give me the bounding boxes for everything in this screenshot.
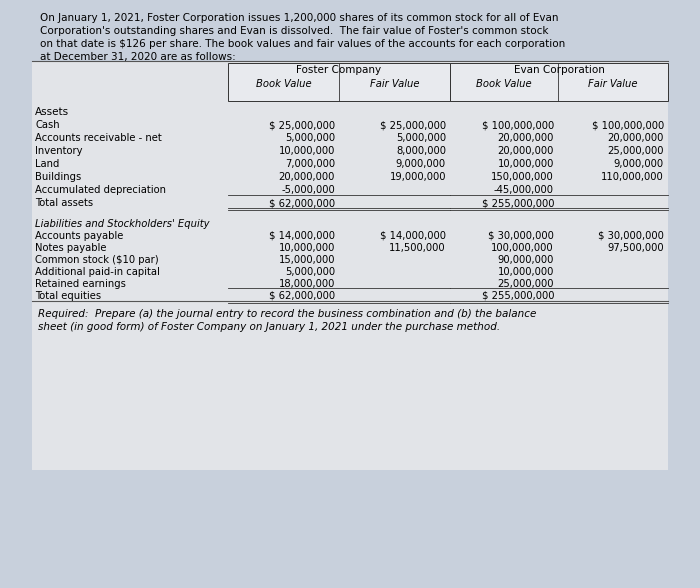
Text: 15,000,000: 15,000,000 <box>279 255 335 265</box>
Text: Evan Corporation: Evan Corporation <box>514 65 604 75</box>
Text: 97,500,000: 97,500,000 <box>608 243 664 253</box>
Text: On January 1, 2021, Foster Corporation issues 1,200,000 shares of its common sto: On January 1, 2021, Foster Corporation i… <box>40 13 559 23</box>
Text: Accumulated depreciation: Accumulated depreciation <box>35 185 166 195</box>
Text: 7,000,000: 7,000,000 <box>285 159 335 169</box>
Text: Fair Value: Fair Value <box>588 79 638 89</box>
Text: $ 100,000,000: $ 100,000,000 <box>592 120 664 130</box>
Text: 25,000,000: 25,000,000 <box>608 146 664 156</box>
Text: $ 255,000,000: $ 255,000,000 <box>482 291 554 301</box>
Text: $ 30,000,000: $ 30,000,000 <box>598 231 664 241</box>
Text: 25,000,000: 25,000,000 <box>498 279 554 289</box>
Text: $ 62,000,000: $ 62,000,000 <box>269 198 335 208</box>
Text: Total equities: Total equities <box>35 291 101 301</box>
Text: Common stock ($10 par): Common stock ($10 par) <box>35 255 159 265</box>
Text: $ 14,000,000: $ 14,000,000 <box>269 231 335 241</box>
Text: 150,000,000: 150,000,000 <box>491 172 554 182</box>
Text: Fair Value: Fair Value <box>370 79 419 89</box>
Text: 8,000,000: 8,000,000 <box>396 146 446 156</box>
Text: Total assets: Total assets <box>35 198 93 208</box>
Text: 5,000,000: 5,000,000 <box>285 267 335 277</box>
Text: 100,000,000: 100,000,000 <box>491 243 554 253</box>
Text: Assets: Assets <box>35 107 69 117</box>
Text: Inventory: Inventory <box>35 146 83 156</box>
Text: 9,000,000: 9,000,000 <box>396 159 446 169</box>
Text: sheet (in good form) of Foster Company on January 1, 2021 under the purchase met: sheet (in good form) of Foster Company o… <box>38 322 500 332</box>
Bar <box>450 63 668 101</box>
Text: 20,000,000: 20,000,000 <box>498 146 554 156</box>
Text: $ 100,000,000: $ 100,000,000 <box>482 120 554 130</box>
Text: $ 25,000,000: $ 25,000,000 <box>380 120 446 130</box>
Text: 10,000,000: 10,000,000 <box>279 243 335 253</box>
Text: 19,000,000: 19,000,000 <box>389 172 446 182</box>
Text: Accounts receivable - net: Accounts receivable - net <box>35 133 162 143</box>
Text: 5,000,000: 5,000,000 <box>285 133 335 143</box>
Text: 20,000,000: 20,000,000 <box>608 133 664 143</box>
Text: 10,000,000: 10,000,000 <box>279 146 335 156</box>
Text: Corporation's outstanding shares and Evan is dissolved.  The fair value of Foste: Corporation's outstanding shares and Eva… <box>40 26 549 36</box>
Text: Book Value: Book Value <box>476 79 532 89</box>
Text: 90,000,000: 90,000,000 <box>498 255 554 265</box>
Text: $ 255,000,000: $ 255,000,000 <box>482 198 554 208</box>
Bar <box>228 63 450 101</box>
Text: 10,000,000: 10,000,000 <box>498 267 554 277</box>
Text: $ 25,000,000: $ 25,000,000 <box>269 120 335 130</box>
Text: 20,000,000: 20,000,000 <box>498 133 554 143</box>
Text: -45,000,000: -45,000,000 <box>494 185 554 195</box>
Text: Cash: Cash <box>35 120 60 130</box>
Text: Land: Land <box>35 159 60 169</box>
Text: Buildings: Buildings <box>35 172 81 182</box>
Text: 10,000,000: 10,000,000 <box>498 159 554 169</box>
Text: Notes payable: Notes payable <box>35 243 106 253</box>
Text: $ 30,000,000: $ 30,000,000 <box>488 231 554 241</box>
Text: 18,000,000: 18,000,000 <box>279 279 335 289</box>
Text: Book Value: Book Value <box>256 79 312 89</box>
Text: 9,000,000: 9,000,000 <box>614 159 664 169</box>
Text: 110,000,000: 110,000,000 <box>601 172 664 182</box>
Text: on that date is $126 per share. The book values and fair values of the accounts : on that date is $126 per share. The book… <box>40 39 566 49</box>
Text: Foster Company: Foster Company <box>296 65 382 75</box>
Text: at December 31, 2020 are as follows:: at December 31, 2020 are as follows: <box>40 52 236 62</box>
Text: $ 62,000,000: $ 62,000,000 <box>269 291 335 301</box>
Text: Additional paid-in capital: Additional paid-in capital <box>35 267 160 277</box>
Text: Retained earnings: Retained earnings <box>35 279 126 289</box>
Text: Liabilities and Stockholders' Equity: Liabilities and Stockholders' Equity <box>35 219 209 229</box>
Bar <box>32 61 668 470</box>
Text: 20,000,000: 20,000,000 <box>279 172 335 182</box>
Text: $ 14,000,000: $ 14,000,000 <box>380 231 446 241</box>
Text: -5,000,000: -5,000,000 <box>281 185 335 195</box>
Text: Required:  Prepare (a) the journal entry to record the business combination and : Required: Prepare (a) the journal entry … <box>38 309 536 319</box>
Text: 5,000,000: 5,000,000 <box>396 133 446 143</box>
Text: Accounts payable: Accounts payable <box>35 231 123 241</box>
Text: 11,500,000: 11,500,000 <box>389 243 446 253</box>
